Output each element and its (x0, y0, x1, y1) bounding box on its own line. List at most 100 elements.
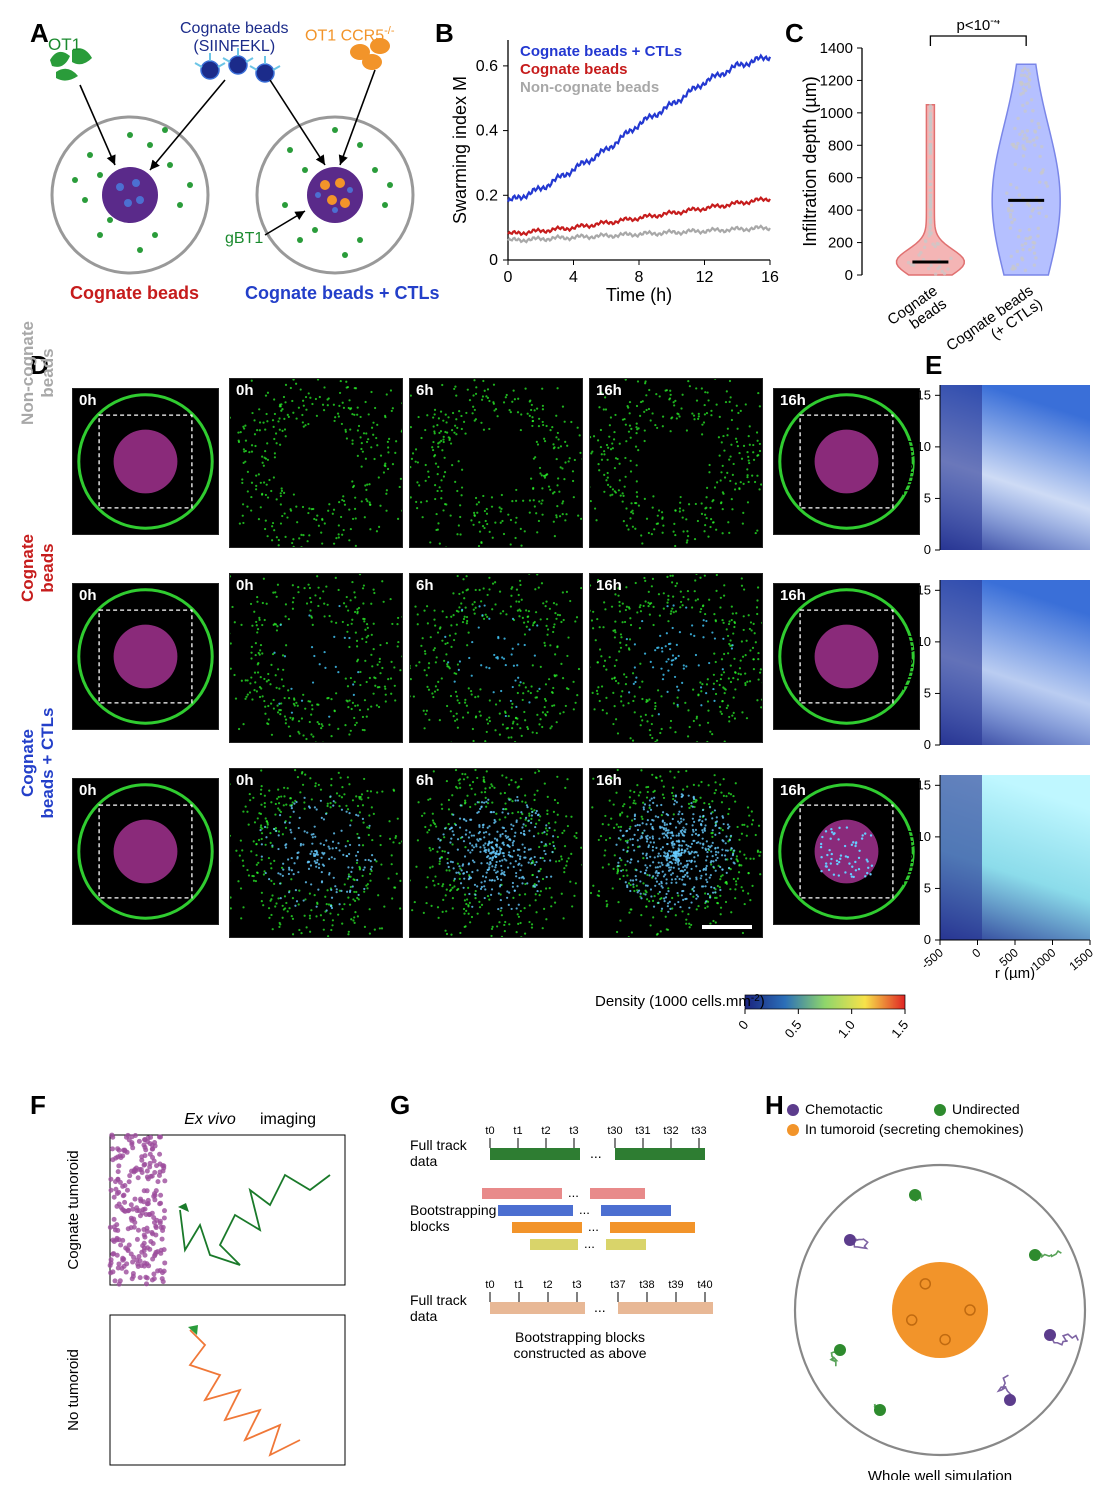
svg-text:Time (h): Time (h) (900, 440, 917, 495)
svg-text:Cognatebeads: Cognatebeads (884, 282, 949, 342)
svg-text:0: 0 (924, 542, 931, 557)
svg-text:10: 10 (917, 634, 931, 649)
svg-text:0h: 0h (236, 577, 254, 594)
microscopy-frame: 16h (589, 768, 763, 938)
microscopy-frame: 0h (72, 583, 219, 730)
svg-text:imaging: imaging (260, 1111, 316, 1128)
svg-text:Non-cognate beads: Non-cognate beads (520, 79, 659, 96)
svg-text:0: 0 (489, 252, 498, 269)
svg-text:16h: 16h (780, 392, 806, 409)
panel-b-chart: 048121600.20.40.6Time (h)Swarming index … (450, 30, 780, 305)
svg-text:6h: 6h (416, 772, 434, 789)
svg-text:0h: 0h (79, 782, 97, 799)
a-left-caption: Cognate beads (70, 283, 199, 304)
svg-text:1.5: 1.5 (888, 1017, 911, 1040)
microscopy-frame: 6h (409, 573, 583, 743)
svg-text:1000: 1000 (820, 105, 853, 122)
svg-text:1.0: 1.0 (835, 1017, 858, 1040)
svg-text:5: 5 (924, 880, 931, 895)
svg-text:800: 800 (828, 137, 853, 154)
svg-text:0.6: 0.6 (476, 58, 498, 75)
svg-text:Infiltration depth (µm): Infiltration depth (µm) (800, 76, 820, 246)
svg-text:Time (h): Time (h) (900, 635, 917, 690)
svg-text:15: 15 (917, 387, 931, 402)
figure-root: A B C D E F G H (0, 0, 1119, 1500)
svg-text:12: 12 (696, 269, 714, 286)
svg-text:0h: 0h (236, 772, 254, 789)
svg-text:0h: 0h (236, 382, 254, 399)
microscopy-frame: 16h (773, 388, 920, 535)
svg-text:1500: 1500 (1066, 945, 1096, 973)
svg-text:400: 400 (828, 202, 853, 219)
svg-text:4: 4 (569, 269, 578, 286)
svg-text:Time (h): Time (h) (900, 830, 917, 885)
microscopy-frame: 16h (589, 573, 763, 743)
svg-text:0: 0 (924, 932, 931, 947)
microscopy-frame: 0h (229, 768, 403, 938)
microscopy-frame: 6h (409, 768, 583, 938)
a-cognate-beads-label: Cognate beads (SIINFEKL) (180, 20, 289, 57)
svg-text:16: 16 (761, 269, 779, 286)
svg-text:p<10-4: p<10-4 (956, 20, 1000, 34)
svg-text:16h: 16h (780, 587, 806, 604)
svg-text:-500: -500 (919, 945, 947, 971)
kymograph: 051015Time (h) (940, 385, 1119, 580)
microscopy-frame: 16h (773, 778, 920, 925)
svg-text:0: 0 (924, 737, 931, 752)
svg-text:Cognate beads + CTLs: Cognate beads + CTLs (520, 43, 682, 60)
svg-text:0h: 0h (79, 587, 97, 604)
panel-c-violin: 0 200 400 600 800 1000 1200 1400 Infiltration de… (800, 20, 1100, 360)
svg-text:0h: 0h (79, 392, 97, 409)
svg-text:Cognate beads(+ CTLs): Cognate beads(+ CTLs) (943, 282, 1045, 360)
kymograph: 051015Time (h)-500050010001500r (µm) (940, 775, 1119, 970)
microscopy-frame: 6h (409, 378, 583, 548)
microscopy-frame: 16h (773, 583, 920, 730)
svg-text:Ex vivo: Ex vivo (184, 1111, 236, 1128)
svg-text:Swarming index M: Swarming index M (450, 76, 470, 224)
svg-text:16h: 16h (596, 577, 622, 594)
svg-text:16h: 16h (596, 772, 622, 789)
kymograph: 051015Time (h) (940, 580, 1119, 775)
panel-label-f: F (30, 1090, 46, 1121)
svg-text:15: 15 (917, 582, 931, 597)
d-row-label: Cognate beads + CTLs (18, 678, 58, 848)
svg-text:0: 0 (845, 267, 853, 284)
panel-g-bootstrap: Full trackdata...t0t1t2t3t30t31t32t33Boo… (400, 1110, 760, 1470)
panel-f-exvivo: Ex vivo imagingCognate tumoroidNo tumoro… (50, 1110, 370, 1470)
svg-text:600: 600 (828, 170, 853, 187)
svg-text:r (µm): r (µm) (995, 965, 1035, 980)
a-ot1-label: OT1 (48, 35, 81, 55)
svg-text:6h: 6h (416, 577, 434, 594)
a-gbt1-label: gBT1 (225, 230, 263, 248)
panel-a-schematic (40, 35, 435, 315)
svg-text:0: 0 (735, 1017, 751, 1032)
svg-text:Time (h): Time (h) (606, 285, 672, 305)
microscopy-frame: 0h (72, 388, 219, 535)
svg-text:5: 5 (924, 685, 931, 700)
svg-text:Cognate beads: Cognate beads (520, 61, 628, 78)
microscopy-frame: 0h (72, 778, 219, 925)
svg-text:10: 10 (917, 829, 931, 844)
microscopy-frame: 16h (589, 378, 763, 548)
svg-text:5: 5 (924, 490, 931, 505)
density-colorbar: 0 0.5 1.0 1.5 Density (1000 cells.mm-2) (595, 985, 915, 1070)
svg-text:16h: 16h (596, 382, 622, 399)
microscopy-frame: 0h (229, 378, 403, 548)
microscopy-frame: 0h (229, 573, 403, 743)
svg-text:16h: 16h (780, 782, 806, 799)
svg-text:8: 8 (635, 269, 644, 286)
svg-text:0: 0 (504, 269, 513, 286)
svg-text:1200: 1200 (820, 72, 853, 89)
svg-text:10: 10 (917, 439, 931, 454)
svg-text:0.5: 0.5 (782, 1017, 805, 1040)
svg-text:200: 200 (828, 235, 853, 252)
d-row-label: Non-cognate beads (18, 288, 58, 458)
panel-h-simulation: ChemotacticUndirectedIn tumoroid (secret… (775, 1100, 1105, 1480)
svg-text:0.4: 0.4 (476, 123, 498, 140)
svg-text:0: 0 (969, 945, 983, 960)
a-right-caption: Cognate beads + CTLs (245, 283, 440, 304)
svg-text:1400: 1400 (820, 40, 853, 57)
d-row-label: Cognate beads (18, 483, 58, 653)
svg-text:6h: 6h (416, 382, 434, 399)
svg-text:Density (1000 cells.mm-2): Density (1000 cells.mm-2) (595, 993, 765, 1010)
